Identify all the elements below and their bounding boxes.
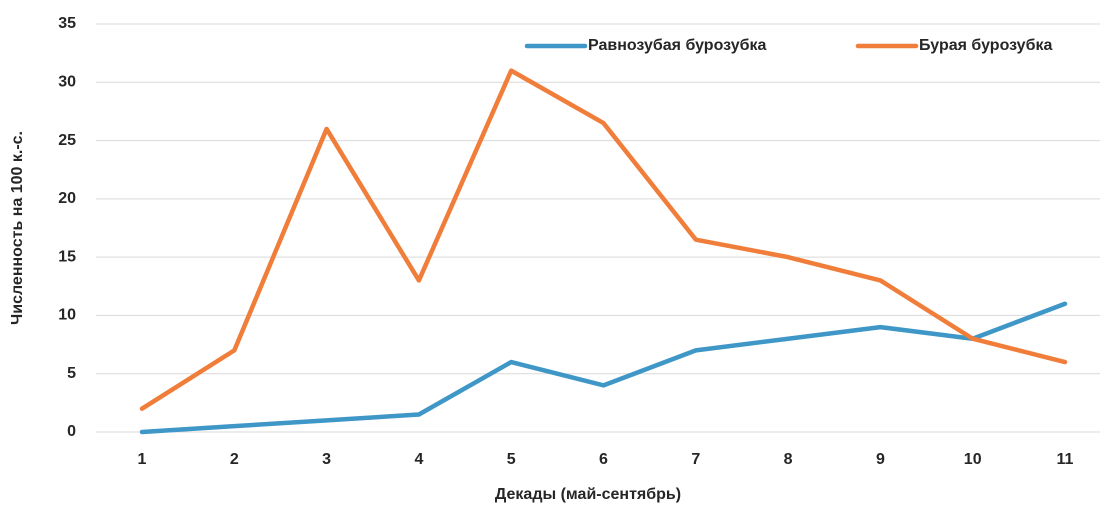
y-tick-label: 5 — [67, 365, 76, 382]
y-tick-label: 35 — [58, 15, 76, 32]
x-tick-label: 2 — [230, 451, 239, 468]
x-tick-label: 9 — [876, 451, 885, 468]
y-tick-label: 10 — [58, 307, 76, 324]
y-tick-label: 0 — [67, 423, 76, 440]
y-tick-label: 20 — [58, 190, 76, 207]
x-tick-label: 3 — [322, 451, 331, 468]
y-tick-label: 30 — [58, 74, 76, 91]
x-tick-label: 11 — [1057, 451, 1074, 468]
line-series — [139, 68, 1068, 411]
x-tick-label: 8 — [784, 451, 793, 468]
legend-label: Бурая бурозубка — [919, 37, 1052, 54]
x-tick-label: 6 — [599, 451, 608, 468]
x-tick-label: 7 — [691, 451, 700, 468]
y-tick-label: 25 — [58, 132, 76, 149]
legend-label: Равнозубая бурозубка — [588, 37, 766, 54]
x-tick-label: 1 — [138, 451, 147, 468]
x-tick-label: 4 — [414, 451, 423, 468]
line-series — [139, 301, 1068, 435]
y-tick-label: 15 — [58, 248, 76, 265]
x-axis-title: Декады (май-сентябрь) — [495, 486, 681, 503]
y-axis-title: Численность на 100 к.-с. — [9, 131, 26, 325]
x-tick-label: 10 — [964, 451, 982, 468]
x-tick-label: 5 — [507, 451, 516, 468]
